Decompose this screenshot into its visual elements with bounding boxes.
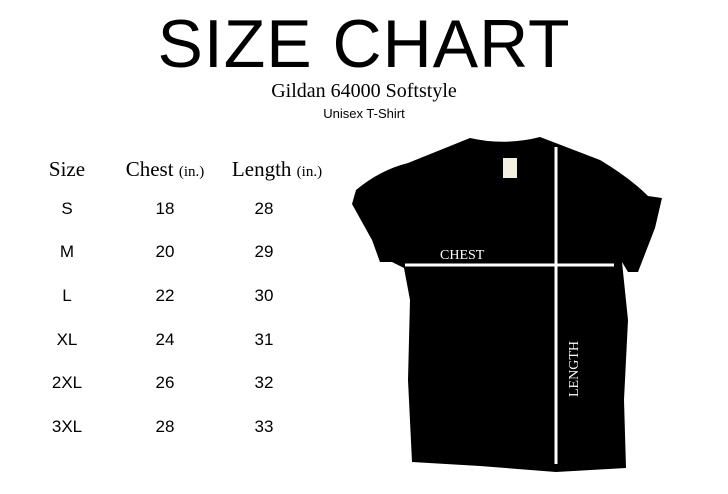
length-cell: 33 [254, 417, 274, 436]
page-title: SIZE CHART [157, 6, 571, 82]
size-cell: M [59, 242, 75, 261]
product-name: Gildan 64000 Softstyle [271, 80, 457, 102]
chest-label: CHEST [440, 248, 485, 263]
header-length: Length (in.) [212, 157, 342, 182]
chest-cell: 24 [155, 330, 175, 349]
tshirt-shape [352, 137, 662, 472]
length-cell: 30 [254, 286, 274, 305]
length-cell: 31 [254, 330, 274, 349]
length-label: LENGTH [567, 341, 582, 397]
header-label: Chest [125, 157, 174, 181]
header-unit: (in.) [296, 164, 323, 180]
chest-cell: 22 [155, 286, 175, 305]
chest-cell: 18 [155, 199, 175, 218]
header-unit: (in.) [178, 164, 205, 180]
header-size: Size [2, 157, 132, 182]
size-cell: L [62, 286, 72, 305]
chest-cell: 26 [155, 373, 175, 392]
size-cell: S [61, 199, 73, 218]
header-label: Size [48, 157, 86, 181]
neck-label [503, 158, 517, 178]
length-cell: 32 [254, 373, 274, 392]
chest-cell: 20 [155, 242, 175, 261]
size-cell: 3XL [51, 417, 83, 436]
size-cell: XL [56, 330, 78, 349]
size-cell: 2XL [51, 373, 83, 392]
header-chest: Chest (in.) [100, 157, 230, 182]
chest-cell: 28 [155, 417, 175, 436]
length-cell: 28 [254, 199, 274, 218]
length-cell: 29 [254, 242, 274, 261]
header-label: Length [231, 157, 292, 181]
product-style: Unisex T-Shirt [323, 106, 405, 121]
